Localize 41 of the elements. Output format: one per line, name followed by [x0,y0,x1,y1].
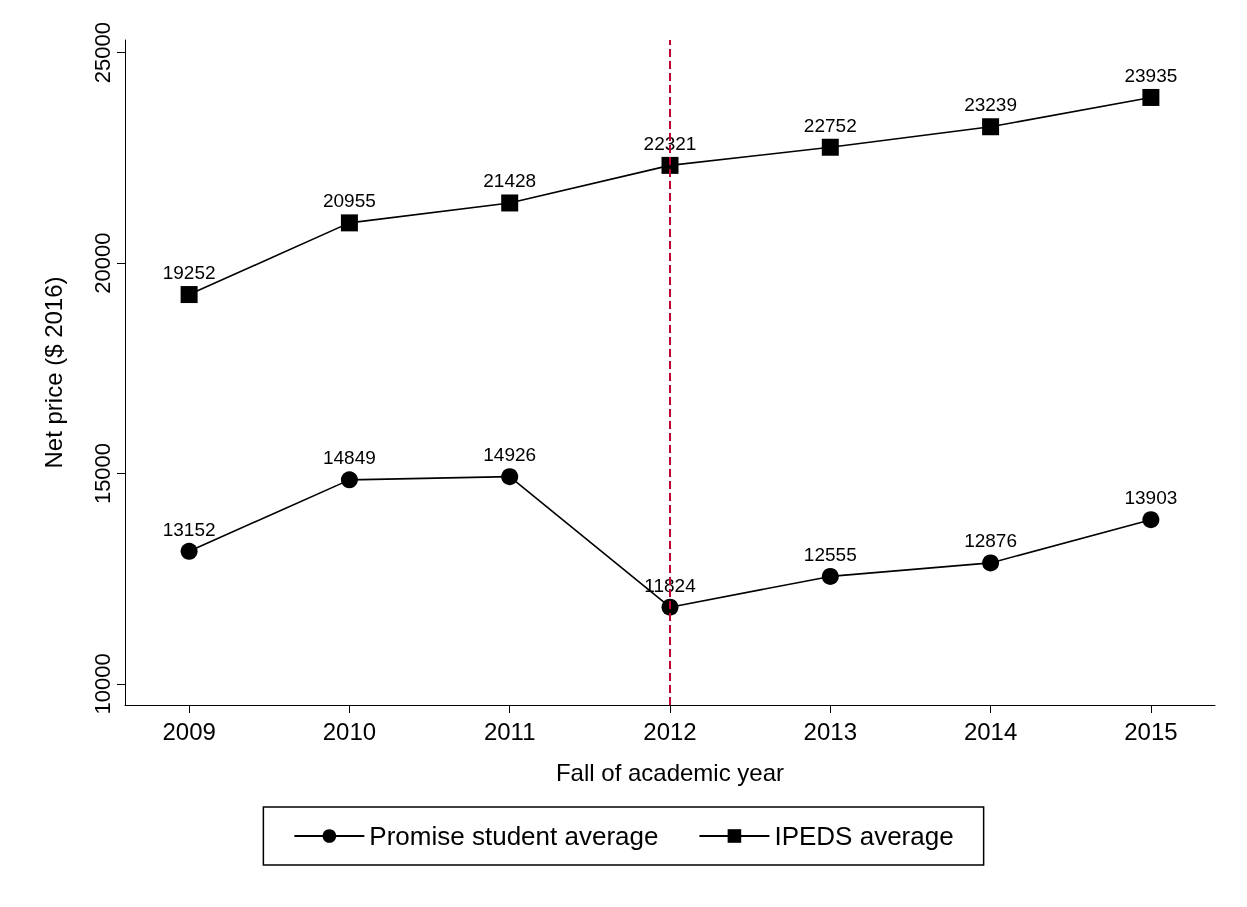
y-tick-label: 25000 [89,22,115,84]
legend-label: IPEDS average [774,821,954,851]
point [821,138,839,156]
x-tick-label: 2010 [322,717,377,745]
data-label: 13903 [1124,487,1178,509]
y-tick-label: 20000 [89,232,115,294]
data-label: 14926 [483,444,537,466]
y-axis-title: Net price ($ 2016) [39,276,67,469]
data-label: 14849 [322,447,376,469]
point [661,156,679,174]
data-label: 22752 [803,114,857,136]
y-tick-label: 15000 [89,442,115,505]
point [340,471,358,489]
x-tick-label: 2014 [963,717,1018,745]
x-tick-label: 2013 [803,717,857,745]
data-label: 19252 [162,262,216,284]
data-label: 12555 [803,543,857,565]
data-label: 21428 [483,170,537,192]
legend-label: Promise student average [369,821,659,851]
point [180,542,198,560]
data-label: 12876 [964,530,1018,552]
x-tick-label: 2012 [643,717,697,745]
point [982,118,1000,136]
data-label: 22321 [643,132,697,154]
point [821,567,839,585]
data-label: 23935 [1124,64,1178,86]
x-tick-label: 2009 [162,717,216,745]
x-tick-label: 2011 [483,717,536,745]
point [501,194,519,212]
x-tick-label: 2015 [1124,717,1178,745]
point [982,554,1000,572]
point [340,214,358,232]
x-axis-title: Fall of academic year [555,758,785,786]
point [501,468,519,486]
y-tick-label: 10000 [89,653,115,715]
data-label: 23239 [964,94,1018,116]
point [180,286,198,304]
data-label: 13152 [162,518,216,540]
point [1142,511,1160,529]
data-label: 20955 [322,190,376,212]
point [1142,88,1160,106]
